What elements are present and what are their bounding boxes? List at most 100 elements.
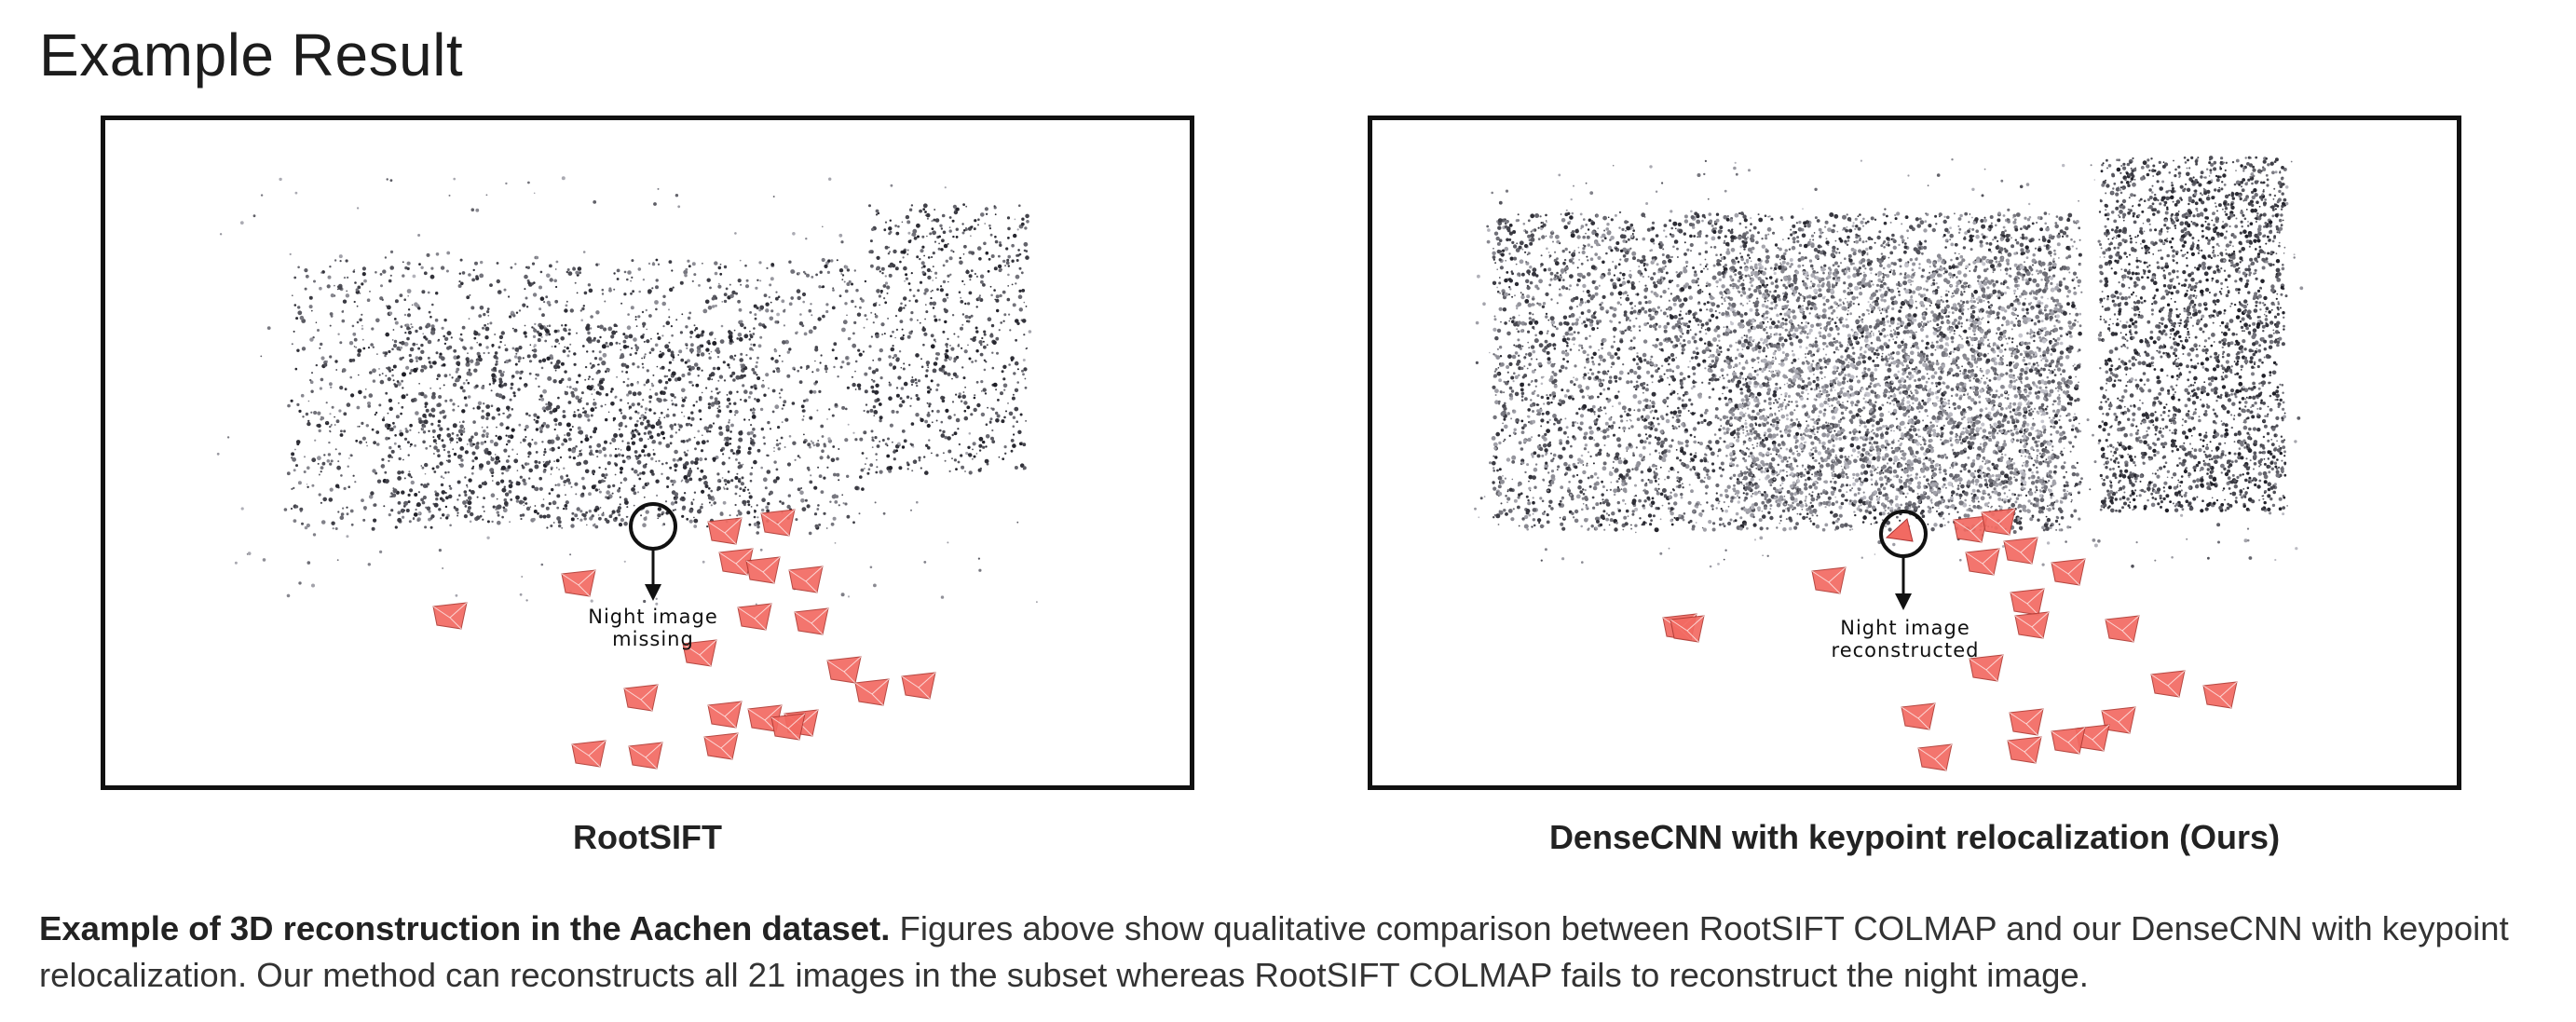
cloud-point — [492, 382, 496, 385]
cloud-point — [514, 263, 517, 266]
cloud-point — [325, 360, 328, 362]
cloud-point — [311, 484, 315, 487]
cloud-point — [995, 418, 1000, 423]
cloud-point — [978, 449, 982, 452]
cloud-point — [507, 465, 511, 470]
cloud-point — [688, 347, 694, 353]
cloud-point — [1979, 239, 1983, 244]
cloud-point — [706, 278, 711, 282]
cloud-point — [361, 436, 366, 441]
cloud-point — [642, 419, 645, 421]
cloud-point — [739, 358, 743, 362]
cloud-point — [599, 324, 604, 330]
cloud-point — [936, 288, 939, 291]
cloud-point — [830, 457, 836, 463]
cloud-point — [790, 269, 796, 274]
cloud-point — [767, 420, 770, 425]
cloud-point — [907, 282, 911, 285]
cloud-point — [930, 379, 934, 383]
cloud-point — [1546, 520, 1550, 525]
cloud-point — [739, 495, 741, 497]
cloud-point — [414, 302, 418, 307]
cloud-point — [528, 445, 532, 448]
cloud-point — [869, 408, 874, 413]
cloud-point — [669, 287, 674, 293]
cloud-point — [738, 307, 743, 312]
cloud-point — [812, 443, 815, 447]
cloud-point — [707, 376, 711, 381]
cloud-point — [2055, 429, 2060, 434]
cloud-point — [542, 421, 547, 426]
cloud-point — [585, 511, 588, 514]
cloud-point — [626, 345, 630, 348]
cloud-point — [736, 472, 739, 475]
cloud-point — [326, 284, 331, 289]
cloud-point — [682, 505, 687, 510]
cloud-point — [752, 407, 755, 410]
cloud-point — [879, 376, 883, 380]
cloud-point — [381, 457, 385, 461]
cloud-point — [728, 334, 733, 340]
cloud-point — [800, 487, 803, 489]
cloud-point — [902, 250, 906, 254]
cloud-point — [796, 331, 798, 334]
cloud-point — [1929, 305, 1931, 307]
cloud-point — [665, 399, 668, 402]
cloud-point — [969, 279, 972, 281]
cloud-point — [2058, 257, 2060, 259]
cloud-point — [871, 378, 873, 381]
cloud-point — [1617, 291, 1623, 296]
cloud-point — [676, 376, 682, 382]
cloud-point — [361, 421, 364, 425]
cloud-point — [1016, 381, 1019, 384]
cloud-point — [710, 489, 713, 493]
cloud-point — [1846, 491, 1848, 493]
cloud-point — [951, 219, 955, 223]
cloud-point — [1699, 442, 1703, 446]
cloud-point — [778, 392, 781, 395]
cloud-point — [514, 347, 520, 352]
cloud-point — [470, 511, 474, 517]
cloud-point — [971, 225, 974, 228]
cloud-point — [566, 474, 569, 478]
cloud-point — [1011, 283, 1014, 286]
cloud-point — [874, 501, 877, 504]
cloud-point — [2076, 220, 2079, 224]
cloud-point — [708, 332, 714, 336]
cloud-point — [339, 260, 342, 263]
cloud-point — [1780, 414, 1786, 419]
cloud-point — [629, 416, 633, 420]
cloud-point — [447, 470, 450, 474]
cloud-point — [1630, 524, 1632, 526]
cloud-point — [1645, 361, 1650, 365]
cloud-point — [1588, 484, 1592, 488]
cloud-point — [620, 412, 623, 415]
cloud-point — [470, 435, 474, 439]
cloud-point — [475, 359, 478, 361]
cloud-point — [958, 394, 961, 399]
cloud-point — [990, 333, 993, 336]
cloud-point — [545, 506, 550, 511]
cloud-point — [485, 412, 491, 417]
cloud-point — [906, 249, 909, 252]
cloud-point — [293, 469, 296, 472]
cloud-point — [1892, 462, 1896, 465]
cloud-point — [754, 398, 756, 401]
cloud-point — [533, 192, 536, 195]
cloud-point — [364, 508, 367, 511]
cloud-point — [2044, 407, 2048, 411]
cloud-point — [742, 488, 746, 493]
cloud-point — [831, 494, 837, 499]
cloud-point — [632, 391, 637, 397]
cloud-point — [859, 437, 864, 442]
cloud-point — [1588, 293, 1591, 297]
cloud-point — [1561, 446, 1566, 451]
cloud-point — [1002, 290, 1006, 294]
cloud-point — [693, 324, 696, 327]
cloud-point — [499, 422, 504, 427]
cloud-point — [357, 353, 361, 357]
cloud-point — [964, 315, 969, 319]
cloud-point — [1868, 385, 1872, 388]
cloud-point — [1587, 308, 1591, 314]
cloud-point — [825, 527, 828, 529]
